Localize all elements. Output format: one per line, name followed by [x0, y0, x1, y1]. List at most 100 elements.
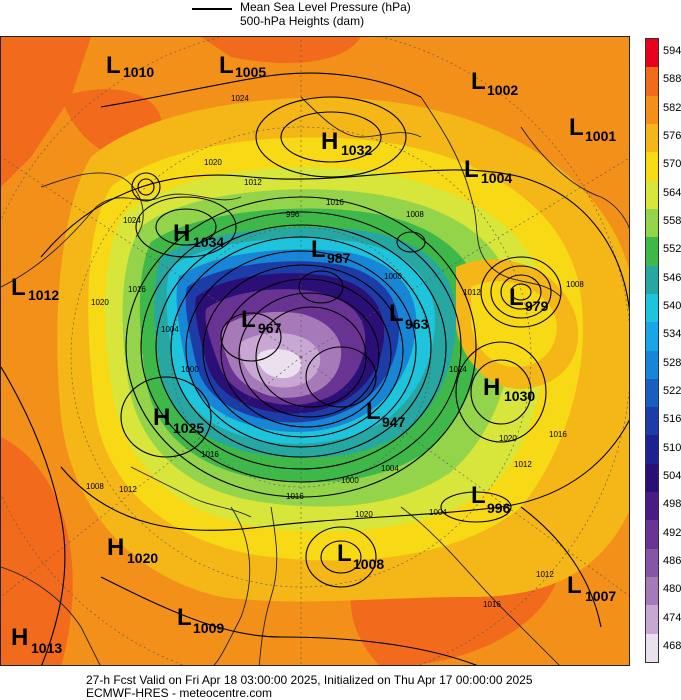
weather-map: 1024 1020 1012 1016 1024 996 1008 1000 1…	[0, 36, 630, 666]
center-value: 979	[525, 298, 549, 314]
center-value: 1012	[28, 287, 59, 303]
center-value: 996	[487, 500, 511, 516]
pressure-center: H 1034	[173, 220, 224, 250]
center-value: 967	[258, 320, 282, 336]
colorbar-label: 498	[663, 498, 681, 511]
colorbar-cell	[646, 67, 658, 97]
pressure-center: L 1004	[464, 156, 512, 186]
isobar-label: 1020	[204, 158, 222, 167]
map-legend: Mean Sea Level Pressure (hPa) 500-hPa He…	[0, 0, 681, 34]
center-value: 1013	[31, 640, 62, 656]
center-value: 947	[382, 414, 406, 430]
colorbar-label: 474	[663, 611, 681, 624]
center-letter: L	[241, 306, 256, 333]
pressure-center: L 963	[389, 300, 429, 332]
isobar-label: 1016	[483, 600, 501, 609]
center-letter: L	[569, 114, 584, 141]
colorbar-cell	[646, 435, 658, 465]
colorbar-label: 516	[663, 413, 681, 426]
colorbar-cell	[646, 548, 658, 578]
colorbar-label: 486	[663, 554, 681, 567]
center-letter: H	[483, 374, 500, 401]
pressure-center: L 1005	[219, 52, 266, 80]
pressure-center: L 979	[509, 284, 549, 314]
isobar-label: 1016	[549, 430, 567, 439]
pressure-center: L 1010	[106, 52, 154, 80]
center-letter: L	[464, 156, 479, 183]
colorbar-label: 558	[663, 215, 681, 228]
isobar-label: 1012	[463, 288, 481, 297]
pressure-center: H 1025	[153, 404, 204, 436]
isobar-label: 1008	[566, 280, 584, 289]
colorbar-label: 534	[663, 328, 681, 341]
center-value: 1030	[504, 388, 535, 404]
isobar-label: 1020	[355, 510, 373, 519]
colorbar-cell	[646, 463, 658, 493]
center-value: 1034	[193, 234, 224, 250]
center-value: 1020	[127, 550, 158, 566]
isobar-label: 1024	[449, 365, 467, 374]
isobar-label: 1024	[231, 94, 249, 103]
colorbar-cell	[646, 577, 658, 606]
isobar-label: 1016	[201, 450, 219, 459]
center-value: 963	[405, 316, 429, 332]
pressure-center: L 1001	[569, 114, 616, 144]
pressure-center: L 947	[366, 398, 406, 430]
legend-heights-label: 500-hPa Heights (dam)	[240, 14, 365, 28]
isobar-label: 996	[286, 210, 300, 219]
legend-line-swatch	[192, 8, 232, 10]
colorbar-cell	[646, 265, 658, 295]
pressure-centers: L 1010 L 1005 L 1002 L 1001 H 1032 L 1004 H 103…	[11, 52, 616, 656]
center-letter: L	[366, 398, 381, 425]
center-letter: L	[567, 572, 582, 599]
colorbar-label: 510	[663, 441, 681, 454]
colorbar-label: 540	[663, 300, 681, 313]
isobar-label: 1000	[341, 476, 359, 485]
forecast-valid-text: 27-h Fcst Valid on Fri Apr 18 03:00:00 2…	[86, 673, 533, 687]
colorbar-cell	[646, 633, 658, 663]
colorbar-cell	[646, 407, 658, 436]
center-letter: L	[311, 236, 326, 263]
colorbar-label: 528	[663, 356, 681, 369]
isobar-label: 1012	[244, 178, 262, 187]
center-value: 987	[327, 250, 351, 266]
colorbar-cell	[646, 237, 658, 267]
colorbar-cell	[646, 605, 658, 635]
colorbar-cell	[646, 378, 658, 408]
center-letter: L	[471, 68, 486, 95]
colorbar-cell	[646, 152, 658, 182]
isobar-label: 1012	[536, 570, 554, 579]
legend-mslp-label: Mean Sea Level Pressure (hPa)	[240, 0, 411, 14]
isobar-label: 1012	[119, 485, 137, 494]
colorbar-cell	[646, 520, 658, 550]
height-field-588-sw	[1, 437, 73, 665]
center-letter: L	[11, 274, 26, 301]
center-letter: L	[177, 604, 192, 631]
center-letter: L	[471, 482, 486, 509]
center-value: 1002	[487, 82, 518, 98]
center-value: 1010	[123, 64, 154, 80]
isobars	[1, 72, 629, 665]
pressure-center: H 1032	[321, 128, 372, 158]
colorbar-cell	[646, 39, 658, 68]
colorbar-label: 480	[663, 583, 681, 596]
isobar-label: 1020	[499, 434, 517, 443]
pressure-center: L 1007	[567, 572, 616, 604]
colorbar-label: 468	[663, 639, 681, 652]
colorbar-cell	[646, 492, 658, 521]
center-letter: L	[219, 52, 234, 79]
pressure-center: L 1009	[177, 604, 224, 636]
colorbar-label: 582	[663, 101, 681, 114]
height-field-588-n	[201, 37, 361, 63]
pressure-center: H 1030	[483, 374, 535, 404]
colorbar-label: 576	[663, 130, 681, 143]
isobar-label: 1004	[381, 464, 399, 473]
colorbar-cell	[646, 95, 658, 125]
isobar-label: 1004	[161, 325, 179, 334]
pressure-center: L 1012	[11, 274, 59, 303]
pressure-center: L 1002	[471, 68, 518, 98]
center-letter: L	[509, 284, 524, 311]
colorbar-label: 504	[663, 469, 681, 482]
center-value: 1004	[481, 170, 512, 186]
colorbar-cell	[646, 180, 658, 210]
